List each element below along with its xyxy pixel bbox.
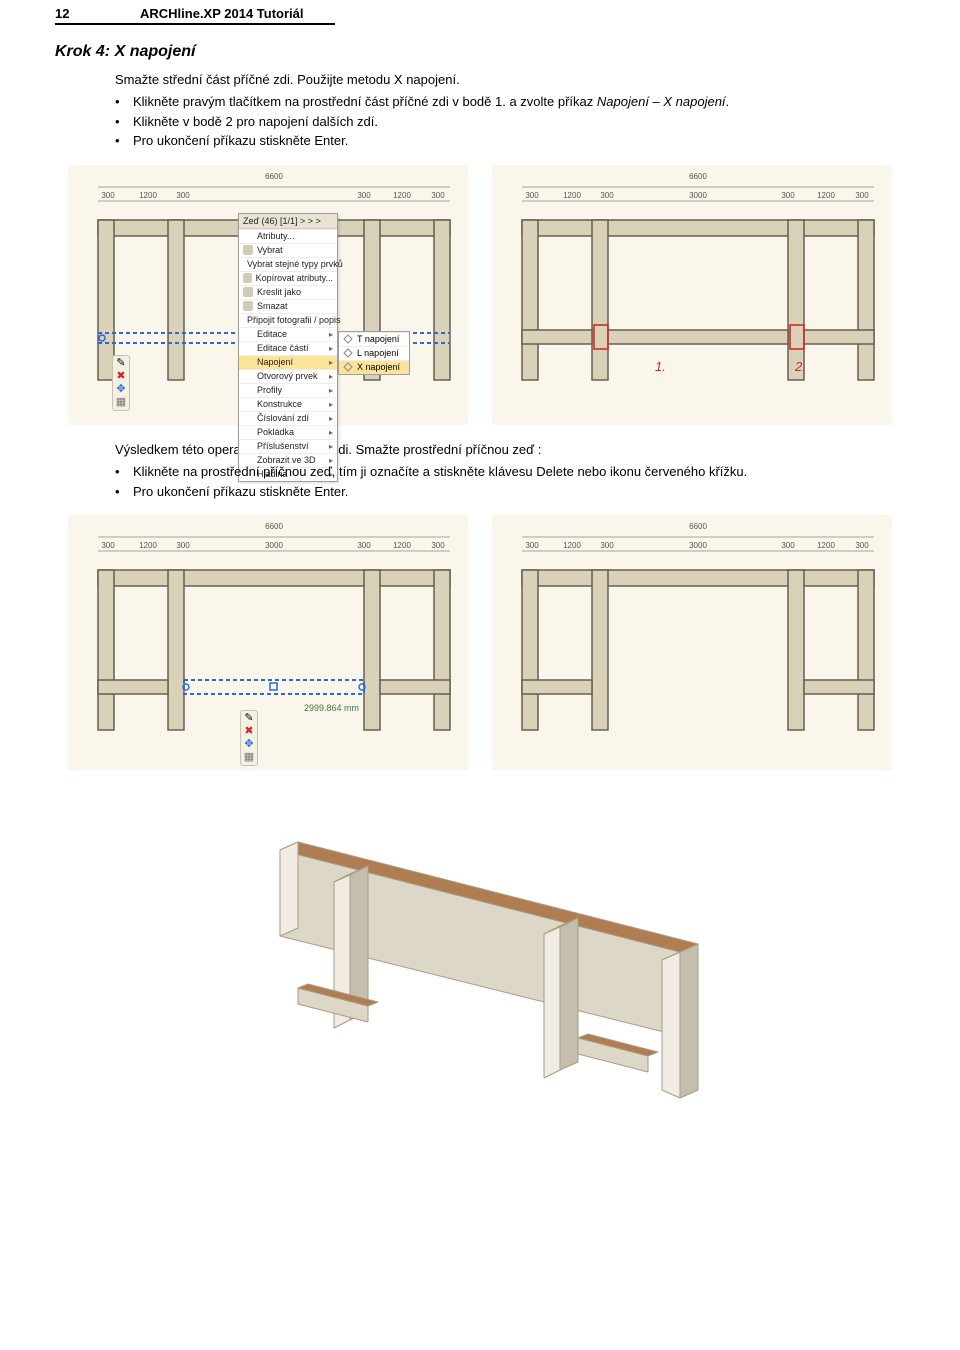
context-menu-label: Editace [257,329,287,339]
lead-paragraph: Smažte střední část příčné zdi. Použijte… [0,67,960,91]
context-menu-label: Otvorový prvek [257,371,318,381]
svg-text:300: 300 [431,541,445,550]
svg-text:300: 300 [357,191,371,200]
context-menu-label: Editace částí [257,343,309,353]
svg-text:300: 300 [855,191,869,200]
svg-text:3000: 3000 [689,541,707,550]
mid-paragraph: Výsledkem této operace jsou tři nové zdi… [0,437,960,461]
bullet-item: Klikněte v bodě 2 pro napojení dalších z… [115,112,905,132]
bullet-item: Pro ukončení příkazu stiskněte Enter. [115,131,905,151]
context-menu-item[interactable]: Editace částí▸ [239,341,337,355]
svg-text:300: 300 [781,191,795,200]
pencil-icon[interactable]: ✎ [116,358,125,369]
floorplan-select-mid: 6600 300 1200 300 3000 300 1200 300 [68,515,468,770]
bullet-item: Klikněte na prostřední příčnou zeď, tím … [115,462,905,482]
svg-text:1200: 1200 [817,541,835,550]
svg-text:300: 300 [600,541,614,550]
context-menu[interactable]: Zeď (46) [1/1] > > > Atributy... Vybrat Vy… [238,213,338,482]
svg-text:300: 300 [525,541,539,550]
context-menu-item[interactable]: Vybrat stejné typy prvků [239,257,337,271]
page-number: 12 [55,6,140,21]
context-menu-label: Číslování zdí [257,413,309,423]
context-menu-label: Kopírovat atributy... [256,273,333,283]
context-menu-label: Příslušenství [257,441,309,451]
doc-title: ARCHline.XP 2014 Tutoriál [140,6,304,21]
svg-text:1200: 1200 [563,191,581,200]
context-submenu[interactable]: T napojeníL napojeníX napojení [338,331,410,375]
context-menu-item[interactable]: Pokládka▸ [239,425,337,439]
svg-text:1200: 1200 [817,191,835,200]
context-menu-label: Vybrat stejné typy prvků [247,259,343,269]
submenu-item[interactable]: X napojení [339,360,409,374]
svg-text:3000: 3000 [265,541,283,550]
pencil-icon[interactable]: ✎ [244,713,253,724]
context-menu-item[interactable]: Kreslit jako [239,285,337,299]
render-3d [200,790,760,1100]
context-menu-label: Vybrat [257,245,283,255]
grip-icon[interactable]: ▦ [244,752,254,763]
svg-text:2999.864 mm: 2999.864 mm [304,703,359,713]
edit-toolbox[interactable]: ✎ ✖ ✥ ▦ [112,355,130,411]
svg-text:300: 300 [431,191,445,200]
floorplan-left: 6600 300 1200 300 300 1200 300 ✎ ✖ ✥ ▦ [68,165,468,425]
context-menu-label: Pokládka [257,427,294,437]
context-menu-item[interactable]: Profily▸ [239,383,337,397]
context-menu-item[interactable]: Číslování zdí▸ [239,411,337,425]
svg-text:6600: 6600 [265,172,283,181]
svg-text:300: 300 [101,541,115,550]
submenu-item[interactable]: L napojení [339,346,409,360]
svg-text:300: 300 [101,191,115,200]
context-menu-label: Připojit fotografii / popis [247,315,341,325]
svg-text:300: 300 [525,191,539,200]
submenu-item[interactable]: T napojení [339,332,409,346]
bullet-item: Pro ukončení příkazu stiskněte Enter. [115,482,905,502]
context-menu-label: Smazat [257,301,288,311]
context-menu-item[interactable]: Příslušenství▸ [239,439,337,453]
svg-text:300: 300 [600,191,614,200]
svg-text:1200: 1200 [139,541,157,550]
grip-icon[interactable]: ▦ [116,397,126,408]
context-menu-label: Kreslit jako [257,287,301,297]
svg-text:1200: 1200 [393,191,411,200]
close-icon[interactable]: ✖ [116,371,125,382]
move-icon[interactable]: ✥ [244,739,253,750]
svg-text:300: 300 [357,541,371,550]
svg-text:1200: 1200 [393,541,411,550]
svg-text:2.: 2. [794,359,806,374]
context-menu-item[interactable]: Editace▸ [239,327,337,341]
move-icon[interactable]: ✥ [116,384,125,395]
edit-toolbox[interactable]: ✎ ✖ ✥ ▦ [240,710,258,766]
context-menu-item[interactable]: Napojení▸ [239,355,337,369]
svg-text:300: 300 [176,541,190,550]
context-menu-item[interactable]: Konstrukce▸ [239,397,337,411]
context-menu-label: Napojení [257,357,293,367]
svg-text:6600: 6600 [689,172,707,181]
svg-text:6600: 6600 [265,522,283,531]
context-menu-title: Zeď (46) [1/1] > > > [239,214,337,229]
svg-text:3000: 3000 [689,191,707,200]
svg-text:300: 300 [781,541,795,550]
context-menu-item[interactable]: Atributy... [239,229,337,243]
section-title: Krok 4: X napojení [0,25,960,67]
context-menu-item[interactable]: Smazat [239,299,337,313]
context-menu-label: Konstrukce [257,399,302,409]
context-menu-label: Atributy... [257,231,294,241]
svg-text:300: 300 [176,191,190,200]
context-menu-item[interactable]: Vybrat [239,243,337,257]
context-menu-item[interactable]: Otvorový prvek▸ [239,369,337,383]
context-menu-label: Profily [257,385,282,395]
floorplan-clean: 6600 300 1200 300 3000 300 1200 300 [492,515,892,770]
context-menu-item[interactable]: Kopírovat atributy... [239,271,337,285]
context-menu-item[interactable]: Připojit fotografii / popis [239,313,337,327]
svg-text:1200: 1200 [139,191,157,200]
svg-text:1.: 1. [655,359,666,374]
bullet-item: Klikněte pravým tlačítkem na prostřední … [115,92,905,112]
svg-text:6600: 6600 [689,522,707,531]
floorplan-right: 6600 300 1200 300 3000 300 1200 300 [492,165,892,425]
close-icon[interactable]: ✖ [244,726,253,737]
svg-text:1200: 1200 [563,541,581,550]
svg-text:300: 300 [855,541,869,550]
